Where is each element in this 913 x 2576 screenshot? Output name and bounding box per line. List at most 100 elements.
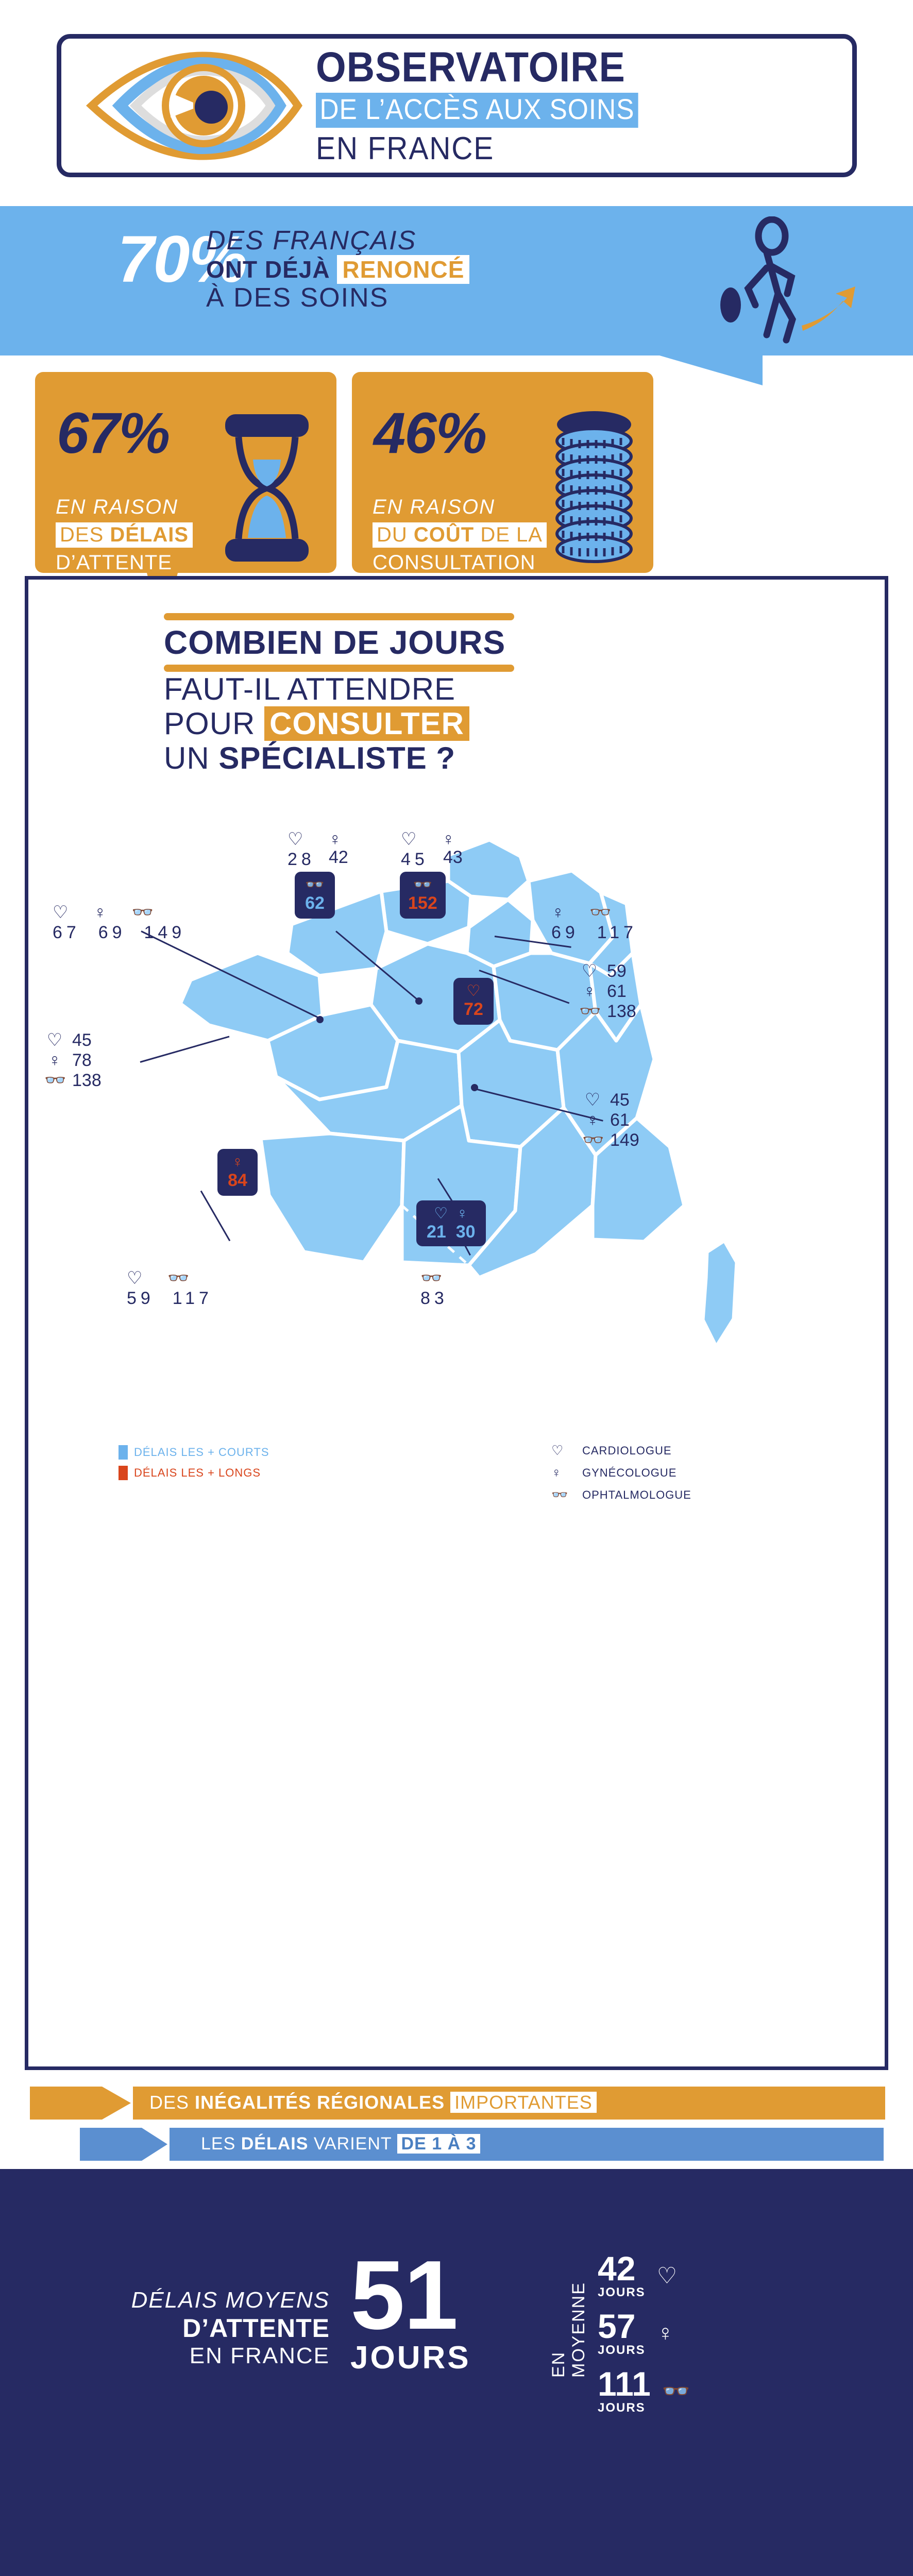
footer-row-ophtalmologue: 111 JOURS 👓 [598, 2367, 708, 2415]
banner2-highlight: DE 1 À 3 [397, 2134, 481, 2154]
legend-item-cardiologue: ♡ CARDIOLOGUE [551, 1443, 691, 1459]
stat-46-line2-prefix: DU [377, 523, 414, 546]
chip-nord[interactable]: 👓 62 [295, 872, 335, 919]
row-ophtalmo: 👓 149 [582, 1130, 639, 1150]
stat-46-line1: EN RAISON [373, 496, 496, 518]
footer-en-moyenne: EN MOYENNE [549, 2282, 588, 2378]
row-ophtalmo: 👓 138 [579, 1002, 636, 1022]
band-tail [660, 355, 763, 385]
band-70-highlight: RENONCÉ [337, 255, 470, 284]
rule-bottom [164, 664, 514, 672]
hourglass-icon [225, 414, 309, 562]
legend-scale: DÉLAIS LES + COURTS DÉLAIS LES + LONGS [119, 1445, 269, 1486]
chip-nord-value: 62 [305, 893, 325, 913]
label-no-values: 67 69 149 [53, 923, 185, 943]
page-title: OBSERVATOIRE [316, 44, 625, 91]
footer-row1-unit: JOURS [598, 2285, 646, 2299]
female-symbol-icon: ♀ [551, 1465, 562, 1480]
question-line2: FAUT-IL ATTENDRE [164, 671, 456, 706]
label-bourgogne: ♡ 59 ♀ 61 👓 138 [579, 961, 636, 1022]
v1: 67 [53, 923, 80, 943]
row-ophtalmo-value: 138 [72, 1071, 102, 1091]
stat-67-line2: DES DÉLAIS [56, 522, 193, 548]
rule-top [164, 613, 514, 620]
banner1-highlight: IMPORTANTES [450, 2092, 597, 2113]
footer-big-unit: JOURS [350, 2340, 471, 2376]
question-line4: UN SPÉCIALISTE ? [164, 741, 763, 775]
leader-dot-nord [415, 997, 422, 1005]
legend-item-gynecologue: ♀ GYNÉCOLOGUE [551, 1465, 691, 1481]
label-occitanie-values: 59 117 [127, 1289, 213, 1309]
stat-67-line2-strong: DÉLAIS [110, 523, 189, 546]
chip-est[interactable]: ♡ 72 [453, 978, 494, 1025]
heart-icon: ♡ [581, 961, 598, 981]
footer-row1-value: 42 [598, 2249, 636, 2287]
question-highlight: CONSULTER [264, 706, 469, 741]
footer-row3-value: 111 [598, 2365, 651, 2403]
label-idf-value2-text: 43 [443, 848, 463, 867]
row-gyneco: ♀ 61 [582, 1110, 639, 1130]
legend-cardiologue-label: CARDIOLOGUE [582, 1444, 672, 1457]
label-occitanie: ♡ 👓 59 117 [127, 1268, 213, 1309]
percent-70: 70% [117, 223, 247, 296]
label-idf-value2: 43 [443, 848, 463, 868]
running-person-icon [720, 216, 855, 344]
eye-icon [86, 51, 303, 160]
footer-row2-unit: JOURS [598, 2343, 646, 2357]
label-no-icons: ♡ ♀ 👓 [53, 903, 159, 922]
label-idf-values: 45 [401, 850, 429, 870]
glasses-icon: 👓 [662, 2379, 690, 2404]
question-line4-prefix: UN [164, 741, 219, 776]
legend-longs-label: DÉLAIS LES + LONGS [134, 1466, 261, 1479]
stat-67-line2-prefix: DES [60, 523, 110, 546]
chip-paca-value-a: 21 [427, 1222, 446, 1242]
legend-item-ophtalmologue: 👓 OPHTALMOLOGUE [551, 1487, 691, 1503]
chip-paca-values: 21 30 [427, 1223, 476, 1242]
female-symbol-icon: ♀ [656, 2320, 674, 2346]
row-gyneco: ♀ 78 [44, 1050, 102, 1071]
v1: 59 [127, 1289, 155, 1309]
stat-46-line2: DU COÛT DE LA [373, 522, 547, 548]
glasses-icon: 👓 [579, 1002, 601, 1022]
footer-breakdown: 42 JOURS ♡ 57 JOURS ♀ 111 JOURS 👓 [598, 2251, 708, 2425]
footer-row2-value: 57 [598, 2307, 636, 2345]
footer-label-line1: DÉLAIS MOYENS [131, 2287, 330, 2313]
row-cardio: ♡ 45 [582, 1090, 639, 1110]
label-nord: ♡ ♀ 28 [288, 829, 347, 870]
footer-row3-unit: JOURS [598, 2401, 646, 2415]
label-rhone-alpes: ♡ 45 ♀ 61 👓 149 [582, 1090, 639, 1150]
label-idf-icons: ♡ ♀ [401, 829, 460, 849]
female-symbol-icon: ♀ [583, 981, 596, 1002]
legend-ophtalmologue-label: OPHTALMOLOGUE [582, 1488, 691, 1501]
heart-icon: ♡ [656, 2263, 678, 2289]
legend-specialties: ♡ CARDIOLOGUE ♀ GYNÉCOLOGUE 👓 OPHTALMOLO… [551, 1443, 691, 1509]
label-ile-de-france: ♡ ♀ 45 [401, 829, 460, 870]
band-70-line2-prefix: ONT DÉJÀ [206, 256, 337, 283]
v1: 69 [551, 923, 579, 943]
chip-sud-ouest[interactable]: ♀ 84 [217, 1149, 258, 1196]
heart-icon: ♡ [46, 1030, 63, 1050]
chip-ile-de-france[interactable]: 👓 152 [400, 872, 446, 919]
label-nord-values: 28 [288, 850, 315, 870]
chip-paca-value-b: 30 [455, 1222, 476, 1242]
question-line3: POUR CONSULTER [164, 706, 763, 741]
footer-summary [0, 2169, 913, 2576]
v3: 149 [144, 923, 186, 943]
banner1-strong: INÉGALITÉS RÉGIONALES [195, 2092, 451, 2113]
footer-label: DÉLAIS MOYENS D’ATTENTE EN FRANCE [93, 2287, 330, 2369]
glasses-icon: 👓 [413, 876, 433, 893]
row-cardio-value: 45 [610, 1090, 630, 1110]
row-gyneco-value: 78 [72, 1050, 92, 1071]
female-symbol-icon: ♀ [586, 1110, 599, 1130]
row-gyneco-value: 61 [610, 1110, 630, 1130]
label-alsace-values: 69 117 [551, 923, 637, 943]
percent-46: 46% [374, 401, 487, 465]
question-line3-prefix: POUR [164, 706, 265, 741]
banner1-prefix: DES [149, 2092, 195, 2113]
banner-delais-varient [80, 2128, 884, 2161]
chip-paca[interactable]: ♡ ♀ 21 30 [416, 1200, 486, 1247]
france-map [178, 838, 739, 1349]
footer-label-line3: EN FRANCE [189, 2343, 330, 2369]
stat-67-line3: D’ATTENTE [56, 551, 173, 574]
glasses-icon: 👓 [305, 876, 325, 893]
